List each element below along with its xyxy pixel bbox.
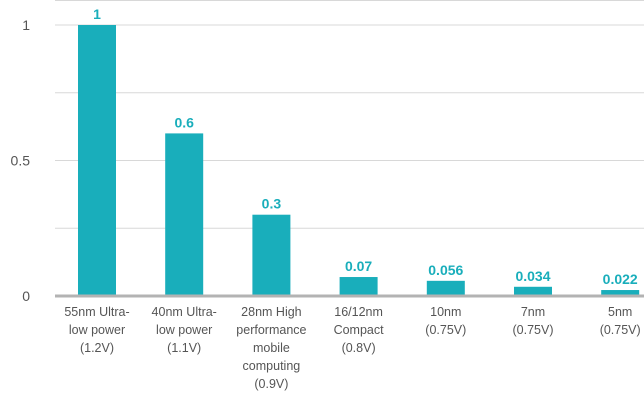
data-label-4: 0.056 — [428, 262, 463, 278]
bar-5 — [514, 286, 552, 296]
x-tick-label-4: 10nm (0.75V) — [425, 305, 466, 337]
y-tick-label-0: 0 — [22, 288, 30, 304]
data-label-3: 0.07 — [345, 258, 372, 274]
bar-6 — [601, 290, 640, 296]
x-tick-label-1: 40nm Ultra-low power (1.1V) — [152, 305, 217, 355]
data-label-6: 0.022 — [603, 271, 638, 287]
x-tick-label-5: 7nm (0.75V) — [513, 305, 554, 337]
bar-0 — [78, 25, 116, 296]
bar-layer — [78, 25, 640, 296]
y-axis-ticks: 00.51 — [11, 17, 31, 304]
data-label-2: 0.3 — [262, 196, 282, 212]
grid-layer — [55, 0, 644, 229]
data-label-5: 0.034 — [515, 268, 550, 284]
bar-3 — [339, 277, 378, 296]
x-tick-label-6: 5nm (0.75V) — [600, 305, 641, 337]
data-labels: 1 0.6 0.3 0.07 0.056 0.034 0.022 — [93, 6, 638, 287]
y-tick-label-2: 1 — [22, 17, 30, 33]
data-label-0: 1 — [93, 6, 101, 22]
x-tick-label-2: 28nm High performance mobile computing (0.9V… — [236, 305, 306, 391]
bar-2 — [252, 214, 291, 296]
x-tick-label-0: 55nm Ultra-low power (1.2V) — [64, 305, 129, 355]
y-tick-label-1: 0.5 — [11, 153, 31, 169]
bar-1 — [165, 133, 204, 296]
x-axis-ticks: 55nm Ultra-low power (1.2V) 40nm Ultra-low… — [64, 305, 640, 391]
bar-4 — [426, 280, 465, 296]
data-label-1: 0.6 — [174, 114, 194, 130]
x-tick-label-3: 16/12nm Compact (0.8V) — [334, 305, 385, 355]
